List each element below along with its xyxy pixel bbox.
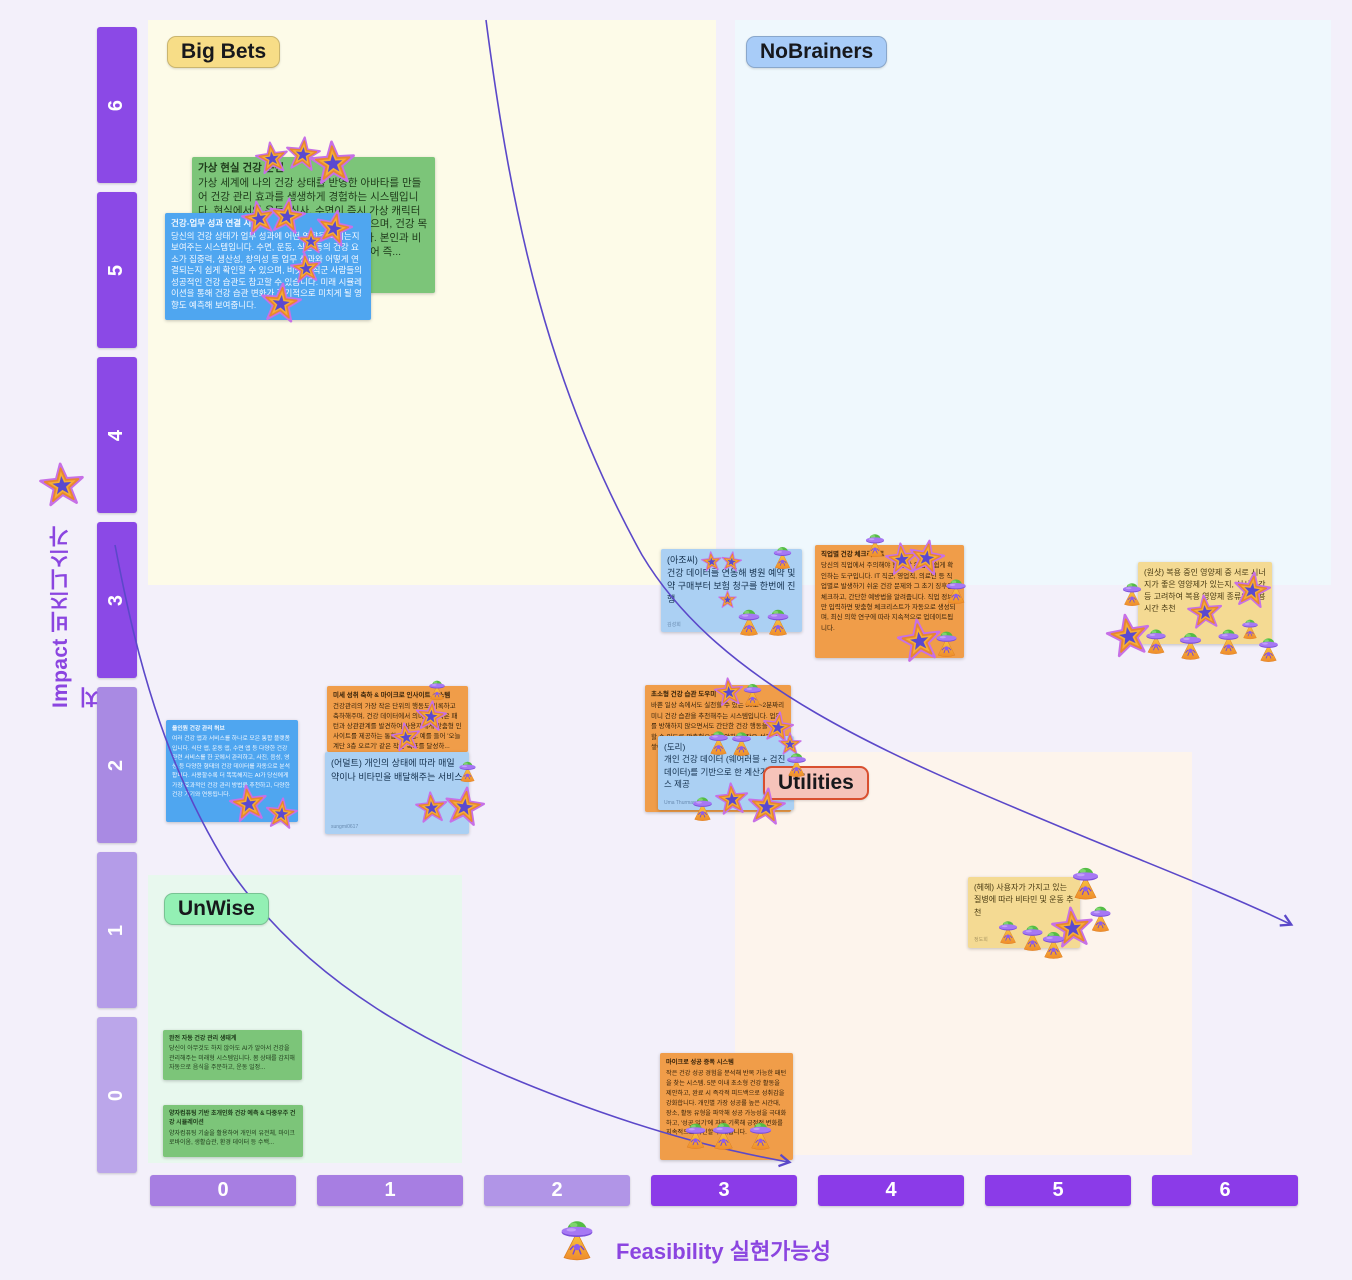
y-axis-tick-0: 0 bbox=[97, 1017, 137, 1173]
ufo-sticker[interactable] bbox=[941, 575, 971, 605]
star-sticker[interactable] bbox=[1231, 569, 1274, 612]
star-sticker[interactable] bbox=[745, 785, 788, 828]
star-sticker[interactable] bbox=[441, 783, 487, 829]
star-sticker[interactable] bbox=[905, 536, 948, 579]
ufo-sticker[interactable] bbox=[782, 749, 811, 778]
ufo-sticker[interactable] bbox=[455, 758, 480, 783]
note-title: 양자컴퓨팅 기반 초개인화 건강 예측 & 다중우주 건강 시뮬레이션 bbox=[169, 1111, 296, 1127]
ufo-sticker[interactable] bbox=[1174, 628, 1207, 661]
x-axis-tick-6: 6 bbox=[1152, 1175, 1298, 1206]
x-axis-tick-2: 2 bbox=[484, 1175, 630, 1206]
ufo-sticker[interactable] bbox=[1085, 902, 1116, 933]
star-sticker[interactable] bbox=[288, 250, 323, 285]
y-tick-value: 6 bbox=[105, 99, 128, 111]
ufo-icon bbox=[553, 1214, 601, 1262]
ufo-sticker[interactable] bbox=[727, 728, 756, 757]
ufo-sticker[interactable] bbox=[769, 543, 796, 570]
note-body: 당신의 건강 상태가 업무 성과에 어떤 영향을 미치는지 보여주는 시스템입니… bbox=[171, 230, 362, 310]
quadrant-nobrainers bbox=[735, 20, 1331, 585]
ufo-sticker[interactable] bbox=[744, 1118, 777, 1151]
star-sticker[interactable] bbox=[714, 781, 751, 818]
x-tick-value: 3 bbox=[718, 1179, 730, 1201]
x-axis-tick-4: 4 bbox=[818, 1175, 964, 1206]
ufo-sticker[interactable] bbox=[739, 680, 766, 707]
y-tick-value: 1 bbox=[105, 924, 128, 936]
x-axis-tick-0: 0 bbox=[150, 1175, 296, 1206]
ufo-sticker[interactable] bbox=[1066, 862, 1105, 901]
star-sticker[interactable] bbox=[311, 205, 356, 250]
x-axis-tick-3: 3 bbox=[651, 1175, 797, 1206]
y-axis-label: Impact 비즈니스가치 bbox=[49, 525, 102, 708]
quadrant-utilities bbox=[735, 752, 1192, 1155]
ufo-sticker[interactable] bbox=[861, 530, 889, 558]
y-tick-value: 2 bbox=[105, 759, 128, 771]
note-body: 양자컴퓨팅 기술을 활용하여 개인의 유전체, 마이크로바이옴, 생활습관, 환… bbox=[169, 1130, 295, 1146]
ufo-sticker[interactable] bbox=[1037, 927, 1070, 960]
note-title: 가상 현실 건강 분신 bbox=[198, 162, 285, 174]
note-title: 마이크로 성공 증폭 시스템 bbox=[666, 1059, 734, 1066]
x-axis-label: Feasibility 실현가능성 bbox=[616, 1239, 831, 1264]
y-axis-tick-1: 1 bbox=[97, 852, 137, 1008]
quadrant-badge-big-bets[interactable]: Big Bets bbox=[167, 36, 281, 68]
x-tick-value: 5 bbox=[1052, 1179, 1064, 1201]
x-axis-tick-1: 1 bbox=[317, 1175, 463, 1206]
note-body: 당신이 아무것도 하지 않아도 AI가 알아서 건강을 관리해주는 미래형 시스… bbox=[169, 1046, 295, 1071]
note-body: (어덜트) 개인의 상태에 따라 매일 약이나 비타민을 배달해주는 서비스 bbox=[331, 758, 463, 782]
x-tick-value: 6 bbox=[1219, 1179, 1231, 1201]
star-sticker[interactable] bbox=[308, 138, 357, 187]
note-title: 올인원 건강 관리 허브 bbox=[172, 726, 225, 732]
star-sticker[interactable] bbox=[719, 549, 743, 573]
note-title: 완전 자동 건강 관리 생태계 bbox=[169, 1036, 237, 1042]
ufo-sticker[interactable] bbox=[931, 627, 962, 658]
ufo-sticker[interactable] bbox=[1141, 625, 1171, 655]
quadrant-badge-nobrainers[interactable]: NoBrainers bbox=[746, 36, 888, 68]
note-author: 김성희 bbox=[667, 621, 681, 628]
star-sticker[interactable] bbox=[258, 280, 304, 326]
note-author: 정도희 bbox=[974, 937, 988, 944]
ufo-sticker[interactable] bbox=[762, 605, 794, 637]
y-axis-tick-6: 6 bbox=[97, 27, 137, 183]
x-tick-value: 0 bbox=[217, 1179, 229, 1201]
star-sticker[interactable] bbox=[263, 795, 299, 831]
note-title: 건강-업무 성과 연결 시스템 bbox=[171, 218, 267, 228]
x-tick-value: 4 bbox=[885, 1179, 897, 1201]
note-author: sungmi0617 bbox=[331, 823, 359, 830]
ufo-sticker[interactable] bbox=[733, 605, 765, 637]
x-tick-value: 1 bbox=[384, 1179, 396, 1201]
ufo-sticker[interactable] bbox=[1118, 579, 1146, 607]
y-tick-value: 4 bbox=[105, 429, 128, 441]
y-axis-tick-4: 4 bbox=[97, 357, 137, 513]
y-tick-value: 5 bbox=[105, 264, 128, 276]
star-sticker[interactable] bbox=[389, 720, 423, 754]
quadrant-badge-unwise[interactable]: UnWise bbox=[164, 893, 269, 925]
y-axis-tick-2: 2 bbox=[97, 687, 137, 843]
y-tick-value: 3 bbox=[105, 594, 128, 606]
ufo-sticker[interactable] bbox=[688, 793, 717, 822]
x-axis-tick-5: 5 bbox=[985, 1175, 1131, 1206]
y-tick-value: 0 bbox=[105, 1089, 128, 1101]
ufo-sticker[interactable] bbox=[707, 1118, 740, 1151]
y-axis-tick-5: 5 bbox=[97, 192, 137, 348]
ufo-sticker[interactable] bbox=[425, 677, 449, 701]
ufo-sticker[interactable] bbox=[1254, 634, 1283, 663]
star-icon bbox=[37, 460, 87, 510]
x-tick-value: 2 bbox=[551, 1179, 563, 1201]
